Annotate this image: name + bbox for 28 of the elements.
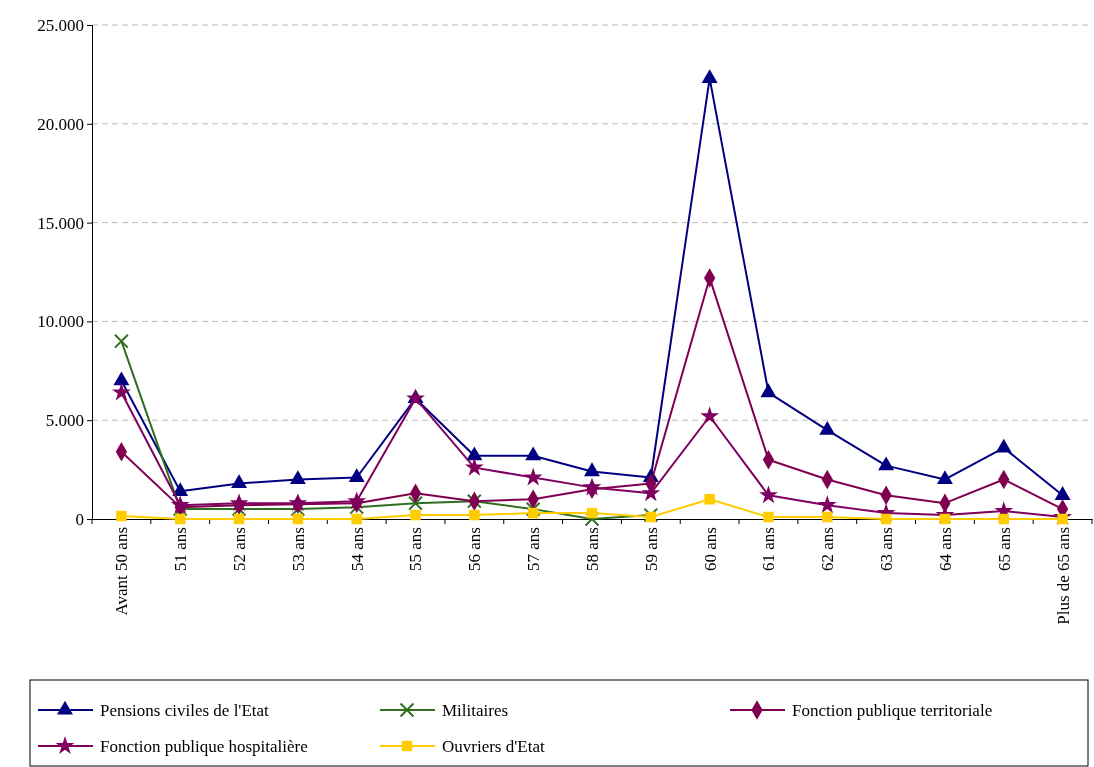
x-tick-label: 58 ans	[582, 527, 602, 571]
x-tick-label: 52 ans	[230, 527, 250, 571]
x-tick-label: 57 ans	[524, 527, 544, 571]
x-tick-label: Plus de 65 ans	[1053, 527, 1073, 625]
x-tick-label: 53 ans	[288, 527, 308, 571]
y-tick-label: 25.000	[37, 15, 84, 35]
x-tick-label: 59 ans	[641, 527, 661, 571]
legend-label: Pensions civiles de l'Etat	[100, 700, 270, 720]
y-tick-label: 20.000	[37, 114, 84, 134]
y-tick-label: 5.000	[45, 411, 84, 431]
x-tick-label: 51 ans	[171, 527, 191, 571]
legend-label: Ouvriers d'Etat	[442, 736, 545, 756]
x-tick-label: 65 ans	[994, 527, 1014, 571]
x-tick-label: 63 ans	[877, 527, 897, 571]
x-tick-label: Avant 50 ans	[112, 527, 132, 616]
x-tick-label: 61 ans	[759, 527, 779, 571]
legend-label: Fonction publique hospitalière	[100, 736, 308, 756]
y-tick-label: 15.000	[37, 213, 84, 233]
x-tick-label: 64 ans	[935, 527, 955, 571]
y-tick-label: 10.000	[37, 312, 84, 332]
y-tick-label: 0	[75, 509, 84, 529]
x-tick-label: 54 ans	[347, 527, 367, 571]
x-tick-label: 60 ans	[700, 527, 720, 571]
x-tick-label: 62 ans	[818, 527, 838, 571]
x-tick-label: 55 ans	[406, 527, 426, 571]
x-tick-label: 56 ans	[465, 527, 485, 571]
legend-label: Militaires	[442, 700, 509, 720]
legend-label: Fonction publique territoriale	[792, 700, 993, 720]
